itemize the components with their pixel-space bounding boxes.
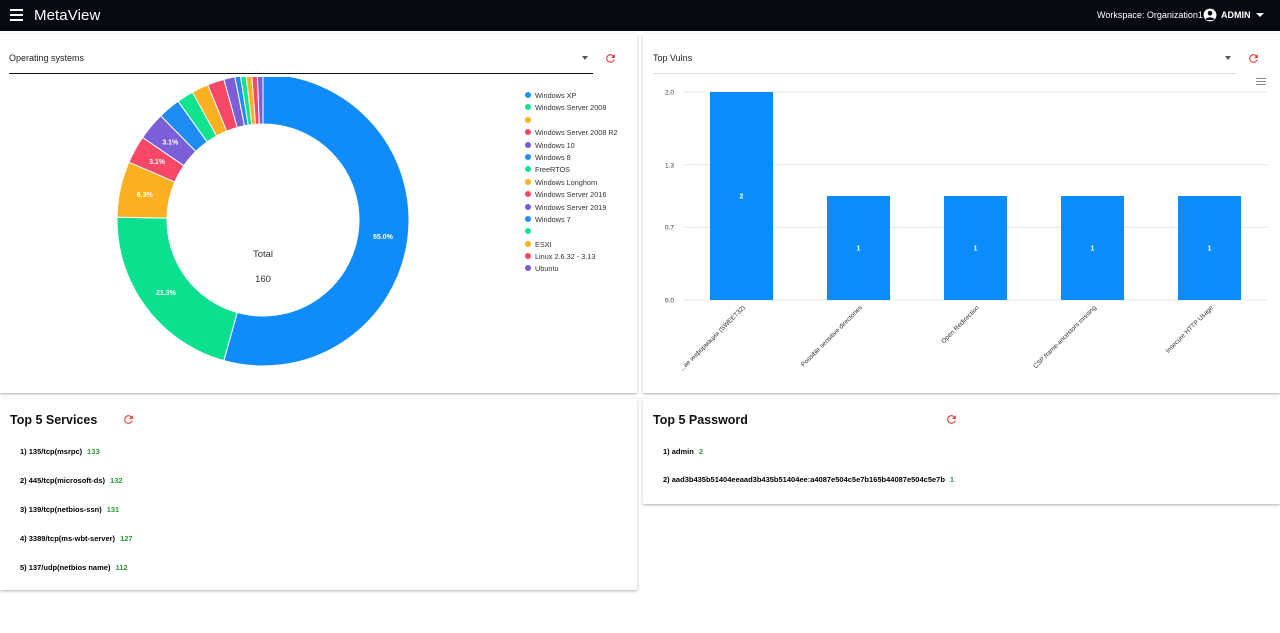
donut-slice[interactable]: [256, 77, 264, 125]
bar[interactable]: [1178, 196, 1241, 300]
caret-down-icon: [582, 56, 588, 60]
caret-down-icon[interactable]: [1256, 13, 1264, 17]
legend-label: Windows Server 2019: [535, 202, 607, 212]
bar[interactable]: [710, 92, 773, 300]
legend-label: Windows Server 2016: [535, 190, 607, 200]
legend-label: Windows Server 2008: [535, 103, 607, 113]
legend-label: Windows 8: [535, 152, 571, 162]
donut-slice-label: 3.1%: [149, 159, 166, 166]
legend-dot: [525, 215, 531, 222]
chart-menu-icon[interactable]: [1256, 78, 1266, 86]
os-select-value: Operating systems: [9, 53, 85, 63]
legend-dot: [525, 228, 531, 235]
donut-total-label: Total: [253, 249, 273, 260]
list-item: 3) 139/tcp(netbios-ssn) 131: [20, 505, 120, 514]
passwords-title: Top 5 Password: [653, 413, 748, 427]
x-category-label: Insecure HTTP Usage: [1165, 304, 1216, 355]
app-title: MetaView: [34, 7, 101, 24]
legend-dot: [525, 178, 531, 185]
services-title: Top 5 Services: [10, 413, 98, 427]
legend-dot: [525, 141, 531, 148]
legend-label: Linux 2.6.32 - 3.13: [535, 252, 596, 262]
vulns-select-value: Top Vulns: [653, 53, 693, 63]
y-tick-label: 0.0: [665, 298, 674, 305]
vulns-chart-card: Top Vulns 2.0 1.3 0.7 0.0 2 ...ие информации …: [643, 34, 1280, 393]
account-circle-icon[interactable]: [1203, 8, 1217, 22]
os-chart-select[interactable]: Operating systems: [9, 34, 593, 74]
legend-dot: [525, 203, 531, 210]
y-tick-label: 2.0: [665, 90, 674, 97]
legend-label: Windows Longhorn: [535, 177, 598, 187]
legend-dot: [525, 240, 531, 247]
list-item: 2) 445/tcp(microsoft-ds) 132: [20, 476, 123, 485]
refresh-icon[interactable]: [945, 413, 958, 426]
x-category-label: Possible sensitive directories: [800, 304, 864, 368]
bar-data-label: 1: [1208, 246, 1212, 253]
bar[interactable]: [944, 196, 1007, 300]
y-tick-label: 0.7: [665, 225, 674, 232]
legend-dot: [525, 153, 531, 160]
os-chart-card: Operating systems 55.0% 21.3% 6.3% 3.1% 3.1%…: [0, 34, 637, 393]
donut-slice[interactable]: [116, 216, 238, 362]
hamburger-menu-icon[interactable]: [10, 9, 23, 21]
legend-dot: [525, 253, 531, 260]
y-tick-label: 1.3: [665, 162, 674, 169]
list-item: 2) aad3b435b51404eeaad3b435b51404ee:a408…: [663, 475, 955, 484]
legend-label: Windows XP: [535, 91, 577, 100]
passwords-card: Top 5 Password 1) admin 2 2) aad3b435b514…: [643, 399, 1280, 504]
donut-slice-label: 3.1%: [162, 140, 179, 147]
list-item: 1) admin 2: [663, 447, 704, 456]
x-category-label: Open Redirection: [940, 304, 981, 345]
caret-down-icon: [1225, 56, 1231, 60]
legend-dot: [525, 265, 531, 272]
vulns-chart-select[interactable]: Top Vulns: [653, 34, 1236, 74]
legend-dot: [525, 92, 531, 98]
legend-dot: [525, 116, 531, 123]
list-item: 4) 3389/tcp(ms-wbt-server) 127: [20, 534, 133, 543]
refresh-icon[interactable]: [604, 52, 617, 65]
legend-label: Ubuntu: [535, 264, 559, 274]
app-bar: MetaView Workspace: Organization1 ADMIN: [0, 0, 1280, 31]
legend-label: FreeRTOS: [535, 165, 571, 175]
legend-label: ESXI: [535, 239, 552, 249]
x-category-label: CSP frame-ancestors missing: [1032, 304, 1098, 370]
legend-label: Windows 10: [535, 140, 575, 150]
donut-slice-label: 21.3%: [156, 290, 177, 297]
x-category-label: ...ие информации (SWEET32): [678, 304, 746, 372]
donut-total-value: 160: [255, 274, 271, 285]
legend-dot: [525, 104, 531, 111]
donut-slice[interactable]: [223, 77, 410, 367]
vulns-bar-chart: 2.0 1.3 0.7 0.0 2 ...ие информации (SWEET32) 1…: [665, 90, 1268, 373]
donut-slice-label: 6.3%: [137, 192, 154, 199]
os-donut-chart: 55.0% 21.3% 6.3% 3.1% 3.1% Total 160: [116, 77, 410, 367]
list-item: 1) 135/tcp(msrpc) 133: [20, 447, 100, 456]
bar[interactable]: [1061, 196, 1124, 300]
bar[interactable]: [827, 196, 890, 300]
bar-data-label: 1: [1091, 246, 1095, 253]
bar-data-label: 1: [974, 246, 978, 253]
legend-label: Windows Server 2008 R2: [535, 128, 618, 138]
services-card: Top 5 Services 1) 135/tcp(msrpc) 133 2) 4…: [0, 399, 637, 590]
legend-dot: [525, 129, 531, 136]
list-item: 5) 137/udp(netbios name) 112: [20, 563, 128, 572]
user-name[interactable]: ADMIN: [1221, 10, 1251, 20]
legend-dot: [525, 191, 531, 198]
legend-label: Windows 7: [535, 214, 571, 224]
legend-dot: [525, 166, 531, 173]
donut-slice-label: 55.0%: [373, 234, 394, 241]
workspace-label[interactable]: Workspace: Organization1: [1097, 10, 1203, 20]
bar-data-label: 1: [857, 246, 861, 253]
refresh-icon[interactable]: [122, 413, 135, 426]
bar-data-label: 2: [740, 194, 744, 201]
